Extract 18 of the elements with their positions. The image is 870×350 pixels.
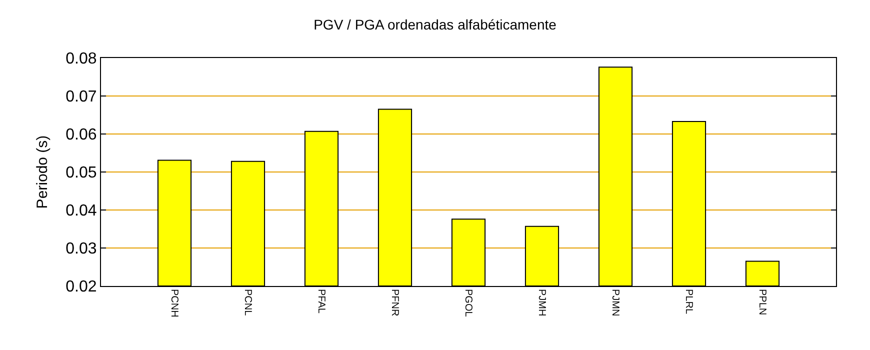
- x-tick-label: PCNL: [242, 289, 253, 316]
- x-tick-label: PCNH: [168, 289, 180, 318]
- chart-title: PGV / PGA ordenadas alfabéticamente: [314, 16, 557, 32]
- y-tick-label: 0.05: [66, 164, 97, 182]
- y-axis-title: Periodo (s): [34, 135, 51, 209]
- y-tick-label: 0.08: [66, 50, 97, 68]
- y-tick-label: 0.07: [66, 88, 97, 106]
- x-tick-label: PPLN: [756, 289, 768, 316]
- x-tick-label: PJMN: [609, 289, 620, 316]
- y-tick-label: 0.06: [66, 126, 97, 144]
- y-tick-label: 0.04: [66, 202, 97, 220]
- y-tick-label: 0.03: [66, 240, 97, 258]
- x-tick-label: PGOL: [462, 289, 474, 318]
- x-tick-label: PFNR: [388, 289, 400, 316]
- x-tick-label: PFAL: [315, 289, 326, 314]
- y-tick-label: 0.02: [66, 278, 97, 296]
- x-tick-label: PJMH: [536, 289, 547, 316]
- x-tick-label: PLRL: [682, 289, 694, 314]
